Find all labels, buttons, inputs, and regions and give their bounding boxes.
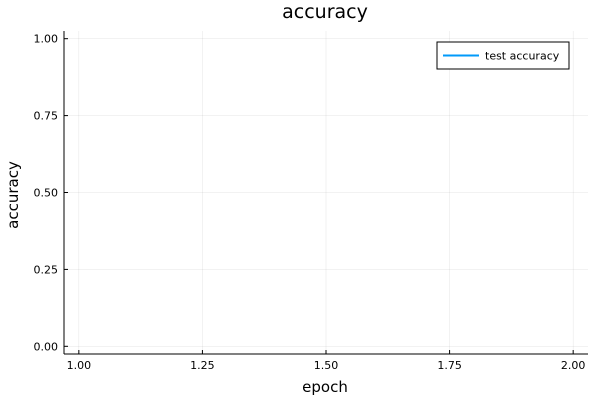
x-tick-label: 1.50: [314, 359, 339, 372]
y-ticks: 0.00 0.25 0.50 0.75 1.00: [34, 33, 68, 353]
x-tick-label: 1.25: [190, 359, 215, 372]
x-axis-title: epoch: [302, 378, 348, 396]
legend: test accuracy: [436, 41, 570, 70]
y-tick-label: 0.50: [34, 187, 59, 200]
y-tick-label: 0.75: [34, 110, 59, 123]
x-tick-label: 1.75: [437, 359, 462, 372]
x-tick-label: 2.00: [561, 359, 586, 372]
y-axis-title: accuracy: [4, 161, 22, 229]
y-tick-label: 0.25: [34, 263, 59, 276]
y-tick-label: 1.00: [34, 33, 59, 46]
legend-label-test-accuracy: test accuracy: [485, 50, 560, 63]
x-tick-label: 1.00: [67, 359, 92, 372]
grid-lines: [64, 31, 588, 354]
y-tick-label: 0.00: [34, 340, 59, 353]
chart-title: accuracy: [282, 1, 368, 23]
x-ticks: 1.00 1.25 1.50 1.75 2.00: [67, 350, 586, 372]
